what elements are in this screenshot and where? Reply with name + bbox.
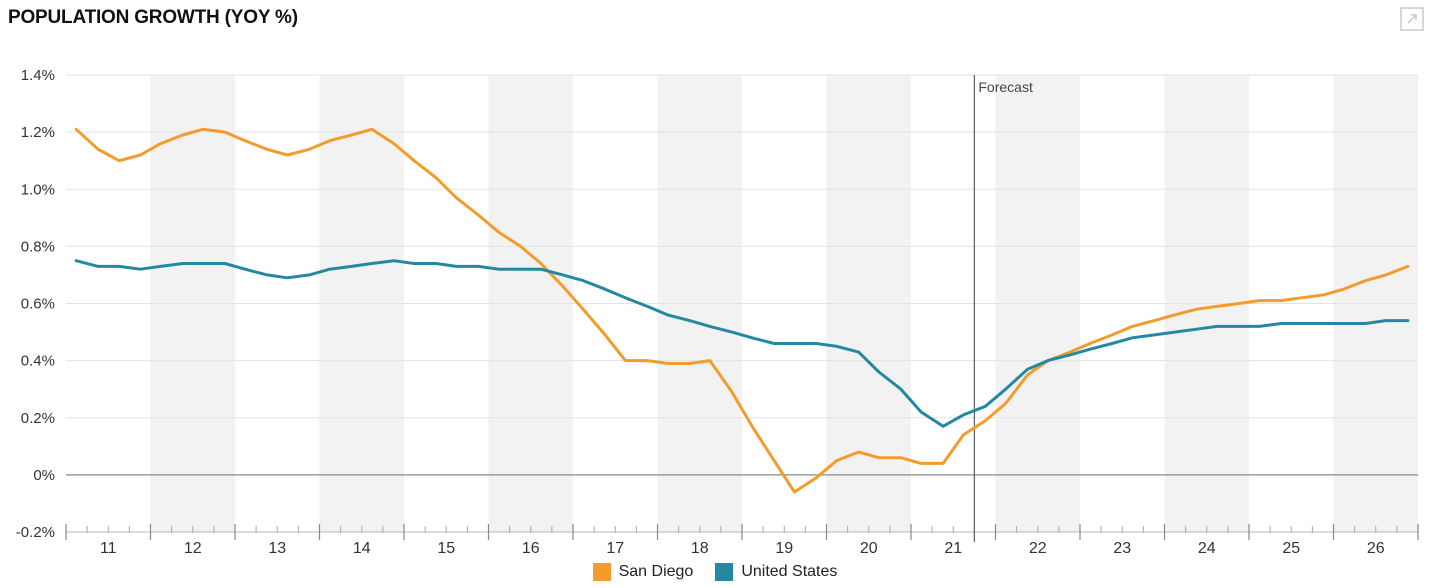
x-tick-label: 21 xyxy=(944,540,962,557)
legend-label-united-states: United States xyxy=(741,563,838,580)
x-tick-label: 13 xyxy=(268,540,286,557)
x-tick-label: 12 xyxy=(184,540,202,557)
x-tick-label: 22 xyxy=(1029,540,1047,557)
y-tick-label: 0.4% xyxy=(21,353,55,370)
x-tick-label: 11 xyxy=(100,540,117,557)
legend-swatch-san-diego xyxy=(592,563,611,581)
y-tick-label: 1.4% xyxy=(21,67,55,84)
x-tick-label: 26 xyxy=(1367,540,1385,557)
x-tick-label: 20 xyxy=(860,540,878,557)
legend-swatch-united-states xyxy=(715,563,734,581)
expand-icon[interactable] xyxy=(1400,7,1424,31)
legend-item-united-states[interactable]: United States xyxy=(715,563,837,581)
series-line-san-diego xyxy=(74,127,1410,494)
x-tick-label: 18 xyxy=(691,540,709,557)
population-growth-chart: -0.2% 0% 0.2% 0.4% 0.6% 0.8% 1.0% 1.2% 1.4% 11 12 1… xyxy=(16,67,1419,557)
y-tick-label: 1.0% xyxy=(21,181,55,198)
chart-legend: San Diego United States xyxy=(0,560,1430,584)
x-tick-label: 19 xyxy=(775,540,793,557)
x-tick-label: 24 xyxy=(1198,540,1216,557)
x-tick-label: 25 xyxy=(1282,540,1300,557)
x-tick-label: 15 xyxy=(437,540,455,557)
chart-title: POPULATION GROWTH (YOY %) xyxy=(8,7,298,28)
legend-label-san-diego: San Diego xyxy=(618,563,694,580)
y-tick-label: 0.6% xyxy=(21,296,55,313)
series-line-united-states xyxy=(74,259,1410,428)
legend-item-san-diego[interactable]: San Diego xyxy=(592,563,694,581)
y-tick-label: 0.2% xyxy=(21,410,55,427)
forecast-label: Forecast xyxy=(978,79,1033,95)
y-tick-label: 1.2% xyxy=(21,124,55,141)
x-tick-label: 14 xyxy=(353,540,371,557)
x-tick-label: 23 xyxy=(1113,540,1131,557)
y-tick-label: -0.2% xyxy=(16,524,55,541)
x-tick-label: 17 xyxy=(606,540,624,557)
x-tick-label: 16 xyxy=(522,540,540,557)
y-tick-label: 0.8% xyxy=(21,238,55,255)
y-tick-label: 0% xyxy=(33,467,55,484)
